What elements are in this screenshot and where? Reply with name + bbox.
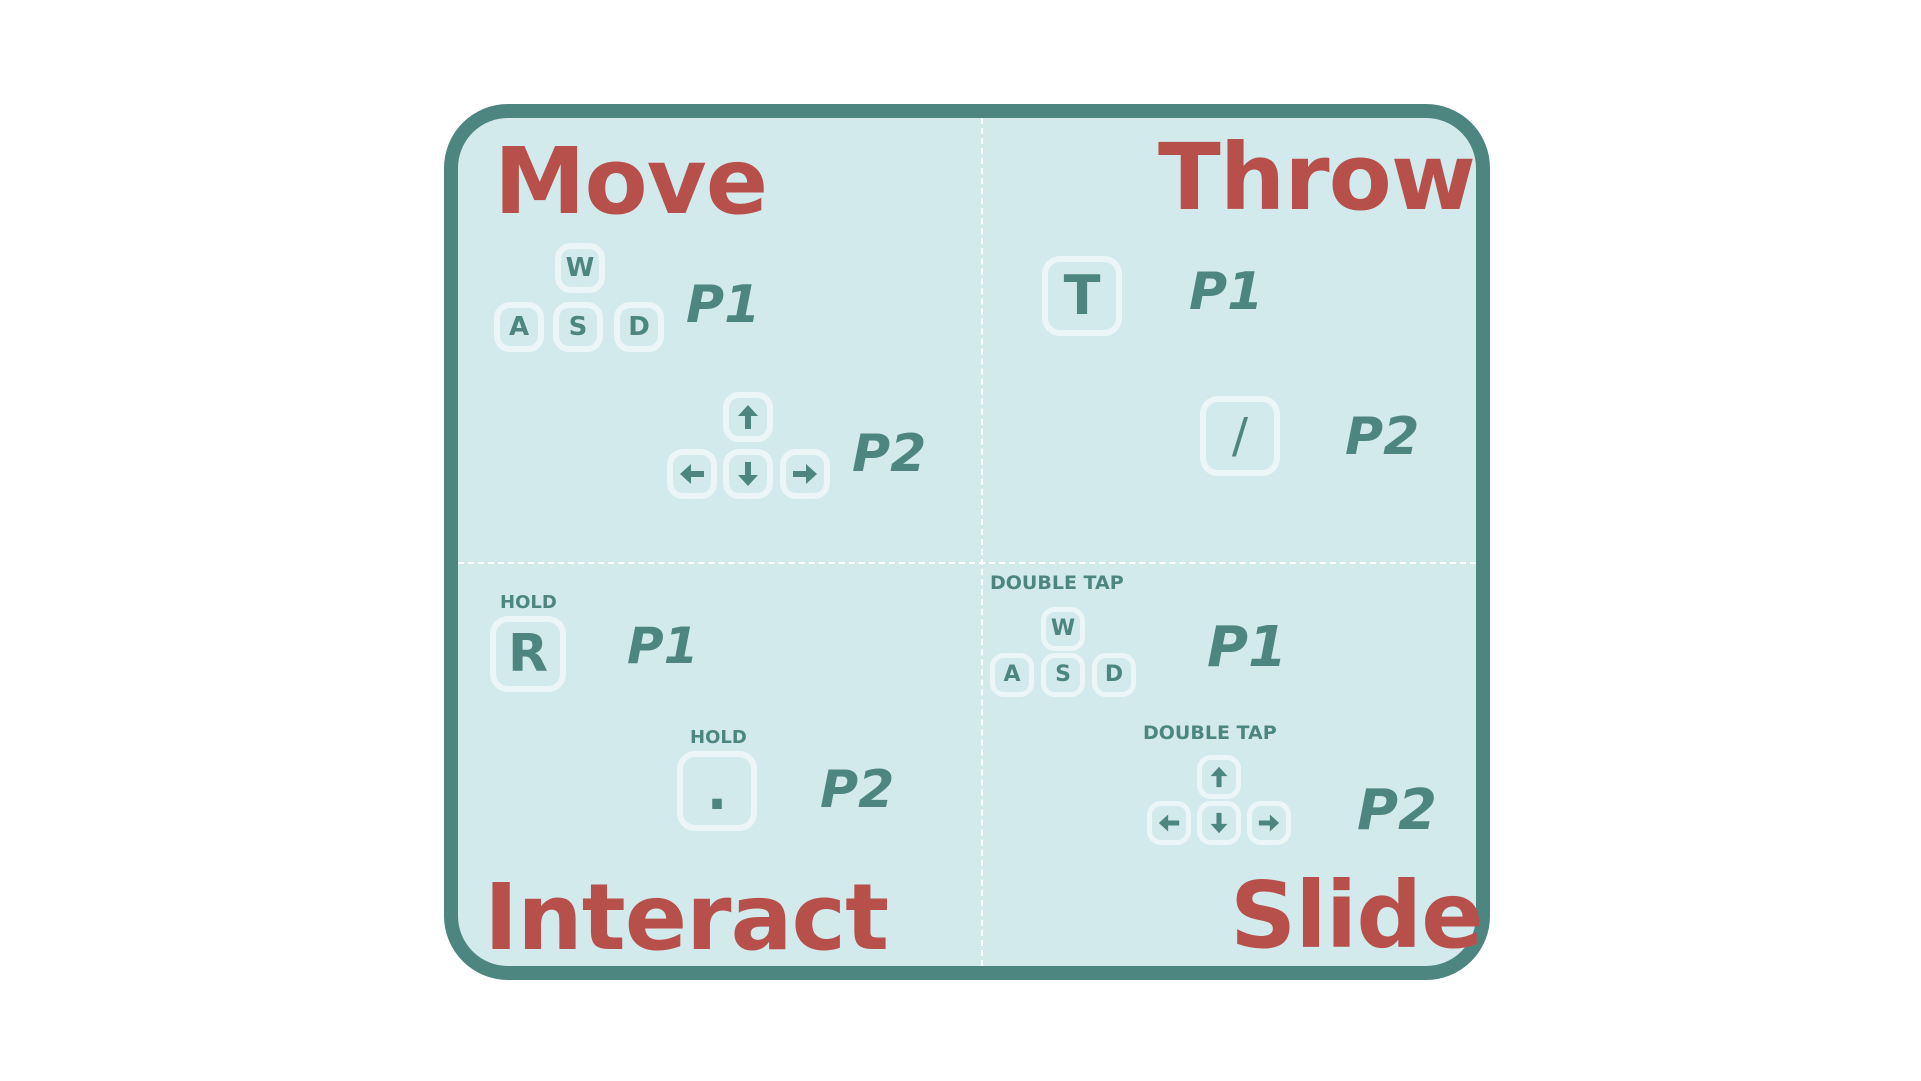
move-p1-label: P1 [686,275,761,335]
move-title: Move [494,128,768,235]
slide-p2-doubletap-label: DOUBLE TAP [1143,722,1277,744]
key-d: D [614,302,664,352]
throw-title: Throw [1158,124,1476,231]
throw-p2-label: P2 [1345,407,1420,467]
key-a: A [494,302,544,352]
arrow-up-icon [723,392,773,442]
key-w: W [555,243,605,293]
key-s: S [553,302,603,352]
slide-p1-label: P1 [1207,615,1288,680]
arrow-up-icon [1197,755,1241,799]
interact-p2-hold-label: HOLD [690,727,747,748]
arrow-left-icon [1147,801,1191,845]
arrow-left-icon [667,449,717,499]
key-t: T [1042,256,1122,336]
slide-p2-label: P2 [1357,778,1438,843]
interact-p1-hold-label: HOLD [500,592,557,613]
key-r: R [490,616,566,692]
slide-p1-doubletap-label: DOUBLE TAP [990,572,1124,594]
arrow-down-icon [723,449,773,499]
key-period: . [677,751,757,831]
interact-title: Interact [484,864,889,971]
arrow-right-icon [1247,801,1291,845]
move-p2-label: P2 [852,424,927,484]
key-d: D [1092,653,1136,697]
key-s: S [1041,653,1085,697]
horizontal-divider [458,562,1476,564]
arrow-down-icon [1197,801,1241,845]
key-slash: / [1200,396,1280,476]
interact-p1-label: P1 [627,617,699,675]
arrow-right-icon [780,449,830,499]
interact-p2-label: P2 [820,760,895,820]
vertical-divider [981,118,983,966]
key-a: A [990,653,1034,697]
throw-p1-label: P1 [1189,262,1264,322]
controls-panel [444,104,1490,980]
slide-title: Slide [1230,862,1484,969]
key-w: W [1041,607,1085,651]
